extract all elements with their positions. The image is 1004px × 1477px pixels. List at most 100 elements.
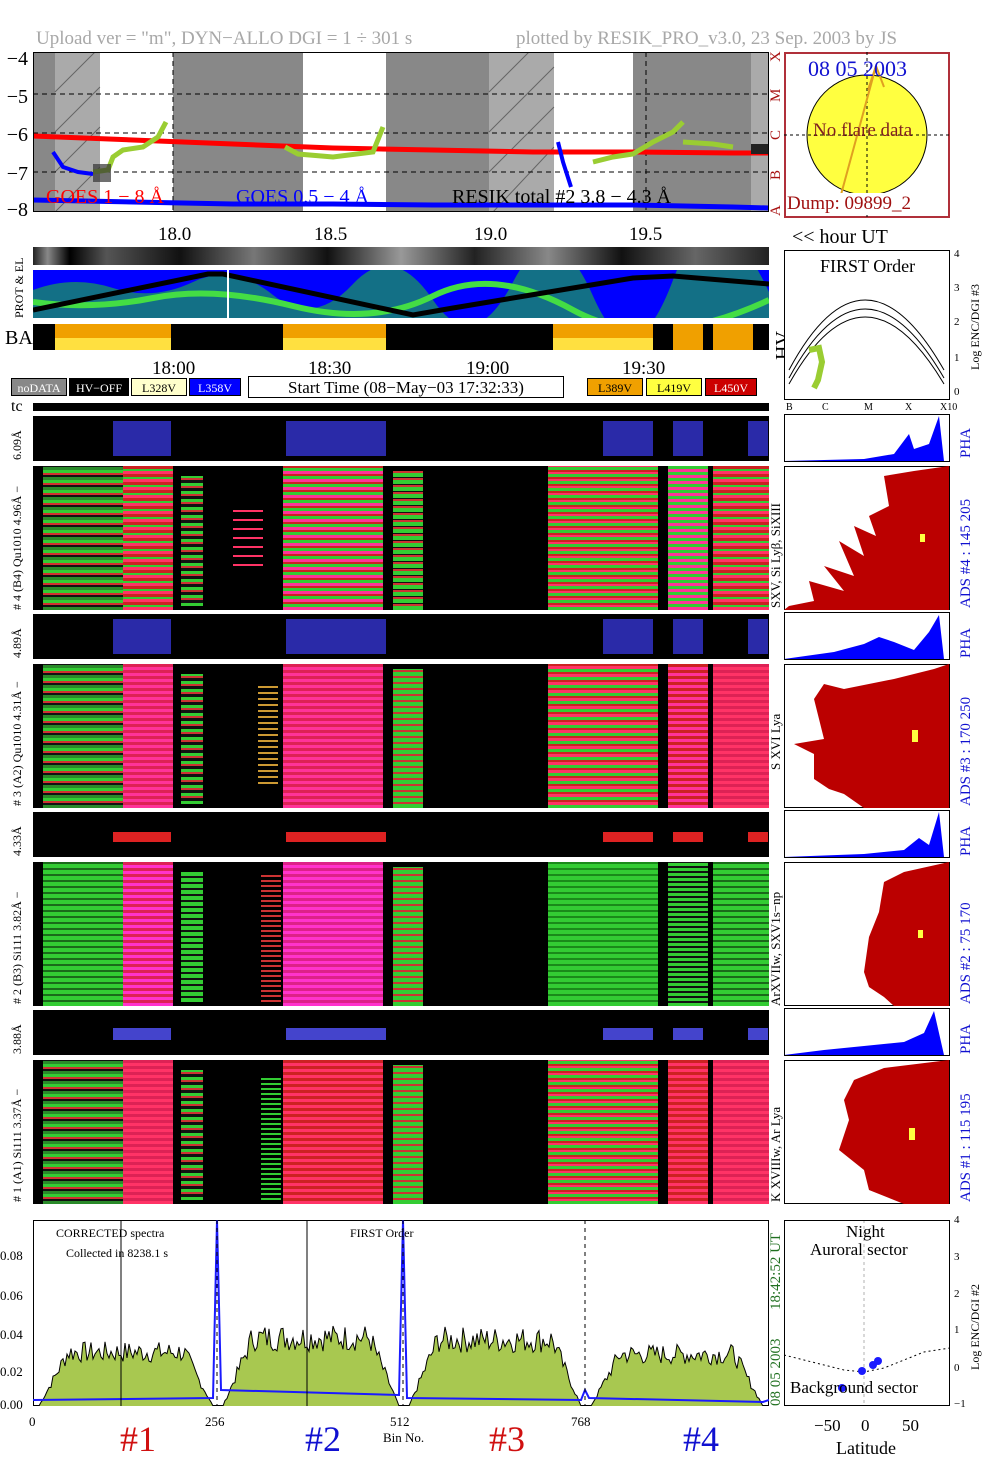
ch1-ads-spectrum [784,1060,950,1204]
goes-xtick-19-0: 19.0 [474,224,508,245]
sector-ylabel: Log ENC/DGI #2 [968,1284,982,1370]
goes-legend-1-8: GOES 1 − 8 Å [46,186,164,208]
sector-xlabel: Latitude [836,1438,896,1458]
spectrum-ytick-000: 0.00 [0,1397,23,1412]
sector-xtick-m50: −50 [814,1416,841,1435]
goes-xtick-19-5: 19.5 [629,224,663,245]
spectrum-ytick-004: 0.04 [0,1327,23,1342]
ch2-pha-tag: PHA [958,825,974,856]
ch1-spectrogram [33,1060,769,1204]
ch3-pha-histogram [784,612,950,660]
ch3-spectrogram [33,664,769,808]
goes-xtick-18-0: 18.0 [158,224,192,245]
ch2-pha-histogram [784,810,950,858]
legend-l450v: L450V [705,378,757,396]
ch2-ads-label: ADS #2 : 75 170 [958,902,974,1004]
ch4-pha-label: 6.09Å [10,430,24,460]
spectrum-xtick-768: 768 [571,1414,591,1429]
ch4-ads-label: ADS #4 : 145 205 [958,498,974,608]
ch4-pha-histogram [784,414,950,462]
ba-label: BA [5,327,33,349]
flare-class-m: M [768,88,784,102]
sector-ytick-4: 4 [954,1214,960,1226]
sector-ytick-3: 3 [954,1251,960,1263]
sector-xtick-50: 50 [902,1416,919,1435]
sector-panel [784,1220,950,1406]
spectrum-collected-text: Collected in 8238.1 s [66,1246,168,1260]
spectrum-time-label: 18:42:52 UT [768,1232,784,1310]
first-order-xtick-c: C [822,402,829,413]
ch1-pha-histogram [784,1008,950,1056]
spectrum-xlabel: Bin No. [383,1430,425,1445]
sun-date: 08 05 2003 [808,56,907,81]
spectrum-first-order-text: FIRST Order [350,1226,414,1240]
spectrum-area-3 [409,1326,581,1406]
first-order-ytick-1: 1 [954,352,960,364]
ch3-main-label: # 3 (A2) Qu1010 4.31Å − [10,681,24,806]
sector-ytick-0: 0 [954,1362,960,1374]
spectrum-ytick-006: 0.06 [0,1288,23,1303]
ch4-ads-spectrum [784,466,950,610]
flare-class-c: C [768,129,784,140]
legend-l358v: L358V [189,378,241,396]
first-order-ylabel: Log ENC/DGI #3 [968,284,982,370]
sector-background-label: Background sector [790,1378,918,1397]
goes-xtick-18-5: 18.5 [314,224,348,245]
orbit-time-1930: 19:30 [622,358,666,379]
sun-disk-panel [784,52,950,218]
tc-label: tc [11,398,23,415]
legend-nodata: noDATA [11,378,67,396]
spectrum-xtick-256: 256 [205,1414,225,1429]
goes-ytick-4: −7 [6,163,28,185]
ch4-spectrogram [33,466,769,610]
first-order-panel [784,250,950,400]
ch3-ads-spectrum [784,664,950,808]
channel-name-4: #4 [683,1419,719,1459]
goes-legend-0-5: GOES 0.5 − 4 Å [236,186,369,208]
spectrum-xtick-0: 0 [29,1414,36,1429]
goes-ytick-3: −6 [6,124,28,146]
goes-plot [33,52,769,212]
ch2-ads-spectrum [784,862,950,1006]
ch4-pha-tag: PHA [958,427,974,458]
sector-xtick-0: 0 [861,1416,870,1435]
legend-l419v: L419V [646,378,702,396]
legend-l328v: L328V [131,378,187,396]
ch3-pha-tag: PHA [958,627,974,658]
first-order-ytick-3: 3 [954,282,960,294]
first-order-ytick-0: 0 [954,386,960,398]
first-order-xtick-m: M [864,402,873,413]
sector-ytick-2: 2 [954,1288,960,1300]
first-order-ytick-4: 4 [954,248,960,260]
channel-name-1: #1 [120,1419,156,1459]
spectrum-ytick-002: 0.02 [0,1364,23,1379]
spectrum-area-1 [39,1341,213,1406]
ch1-main-label: # 1 (A1) Si111 3.37Å − [10,1088,24,1202]
spectrum-line-1 [38,1341,214,1406]
ch3-pha-panel [33,614,769,659]
ch2-main-label: # 2 (B3) Si111 3.82Å − [10,891,24,1004]
ch3-pha-label: 4.89Å [10,628,24,658]
tc-strip [33,403,769,411]
ch2-spectrogram [33,862,769,1006]
channel-name-2: #2 [305,1419,341,1459]
flare-class-a: A [768,205,784,216]
ch3-line-label: S XVI Lya [768,713,783,770]
goes-ytick-1: −4 [6,48,28,70]
ch4-pha-panel [33,416,769,461]
ch3-ads-label: ADS #3 : 170 250 [958,696,974,806]
corrected-spectrum-plot [33,1220,769,1406]
ch1-ads-label: ADS #1 : 115 195 [958,1093,974,1202]
start-time-box: Start Time (08−May−03 17:32:33) [248,376,564,398]
sector-auroral-label: Auroral sector [810,1240,908,1259]
legend-hv-off: HV−OFF [69,378,129,396]
el-strip [33,247,769,265]
orbit-time-1830: 18:30 [308,358,352,379]
channel-name-3: #3 [489,1419,525,1459]
sector-ytick-m1: −1 [954,1398,966,1410]
flare-class-x: X [768,51,784,62]
spectrum-xtick-512: 512 [390,1414,410,1429]
ch1-pha-tag: PHA [958,1023,974,1054]
prot-el-label: PROT & EL [12,257,26,318]
ba-strip [33,324,769,350]
